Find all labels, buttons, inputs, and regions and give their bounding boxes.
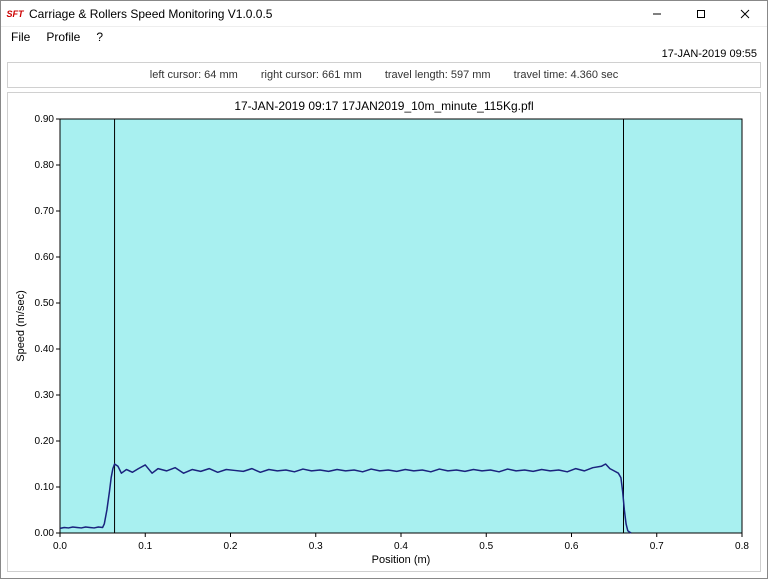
menubar: File Profile ? <box>1 27 767 46</box>
info-travel-time: travel time: 4.360 sec <box>514 69 619 81</box>
close-button[interactable] <box>723 1 767 26</box>
svg-text:0.4: 0.4 <box>394 541 408 552</box>
titlebar: SFT Carriage & Rollers Speed Monitoring … <box>1 1 767 27</box>
client-area: 17-JAN-2019 09:55 left cursor: 64 mm rig… <box>1 46 767 578</box>
svg-text:0.60: 0.60 <box>35 252 55 263</box>
info-panel: left cursor: 64 mm right cursor: 661 mm … <box>7 62 761 88</box>
app-icon: SFT <box>7 6 23 22</box>
close-icon <box>740 9 750 19</box>
svg-text:0.10: 0.10 <box>35 482 55 493</box>
maximize-button[interactable] <box>679 1 723 26</box>
svg-text:0.8: 0.8 <box>735 541 749 552</box>
menu-file[interactable]: File <box>5 28 36 46</box>
svg-text:0.3: 0.3 <box>309 541 323 552</box>
svg-text:0.90: 0.90 <box>35 115 55 125</box>
maximize-icon <box>696 9 706 19</box>
svg-text:0.2: 0.2 <box>224 541 238 552</box>
status-row: 17-JAN-2019 09:55 <box>7 48 761 62</box>
svg-text:0.40: 0.40 <box>35 344 55 355</box>
svg-text:0.80: 0.80 <box>35 160 55 171</box>
svg-text:0.70: 0.70 <box>35 206 55 217</box>
chart-area[interactable]: 0.00 0.10 0.20 0.30 0.40 0.50 0.60 0.70 0.80 0.90… <box>12 115 756 567</box>
status-datetime: 17-JAN-2019 09:55 <box>662 48 757 60</box>
svg-text:Position (m): Position (m) <box>372 554 431 566</box>
svg-text:0.50: 0.50 <box>35 298 55 309</box>
svg-text:0.00: 0.00 <box>35 528 55 539</box>
svg-text:0.6: 0.6 <box>565 541 579 552</box>
menu-help[interactable]: ? <box>90 28 109 46</box>
menu-profile[interactable]: Profile <box>40 28 86 46</box>
info-travel-length: travel length: 597 mm <box>385 69 491 81</box>
svg-text:0.1: 0.1 <box>138 541 152 552</box>
minimize-button[interactable] <box>635 1 679 26</box>
window-title: Carriage & Rollers Speed Monitoring V1.0… <box>29 7 635 21</box>
svg-text:0.7: 0.7 <box>650 541 664 552</box>
chart-title: 17-JAN-2019 09:17 17JAN2019_10m_minute_1… <box>12 99 756 113</box>
chart-svg: 0.00 0.10 0.20 0.30 0.40 0.50 0.60 0.70 0.80 0.90… <box>12 115 752 567</box>
svg-text:0.5: 0.5 <box>479 541 493 552</box>
info-right-cursor: right cursor: 661 mm <box>261 69 362 81</box>
svg-text:0.0: 0.0 <box>53 541 67 552</box>
info-left-cursor: left cursor: 64 mm <box>150 69 238 81</box>
chart-panel: 17-JAN-2019 09:17 17JAN2019_10m_minute_1… <box>7 92 761 572</box>
app-window: SFT Carriage & Rollers Speed Monitoring … <box>0 0 768 579</box>
svg-text:0.30: 0.30 <box>35 390 55 401</box>
svg-text:0.20: 0.20 <box>35 436 55 447</box>
window-controls <box>635 1 767 26</box>
minimize-icon <box>652 9 662 19</box>
svg-text:Speed (m/sec): Speed (m/sec) <box>15 290 27 362</box>
